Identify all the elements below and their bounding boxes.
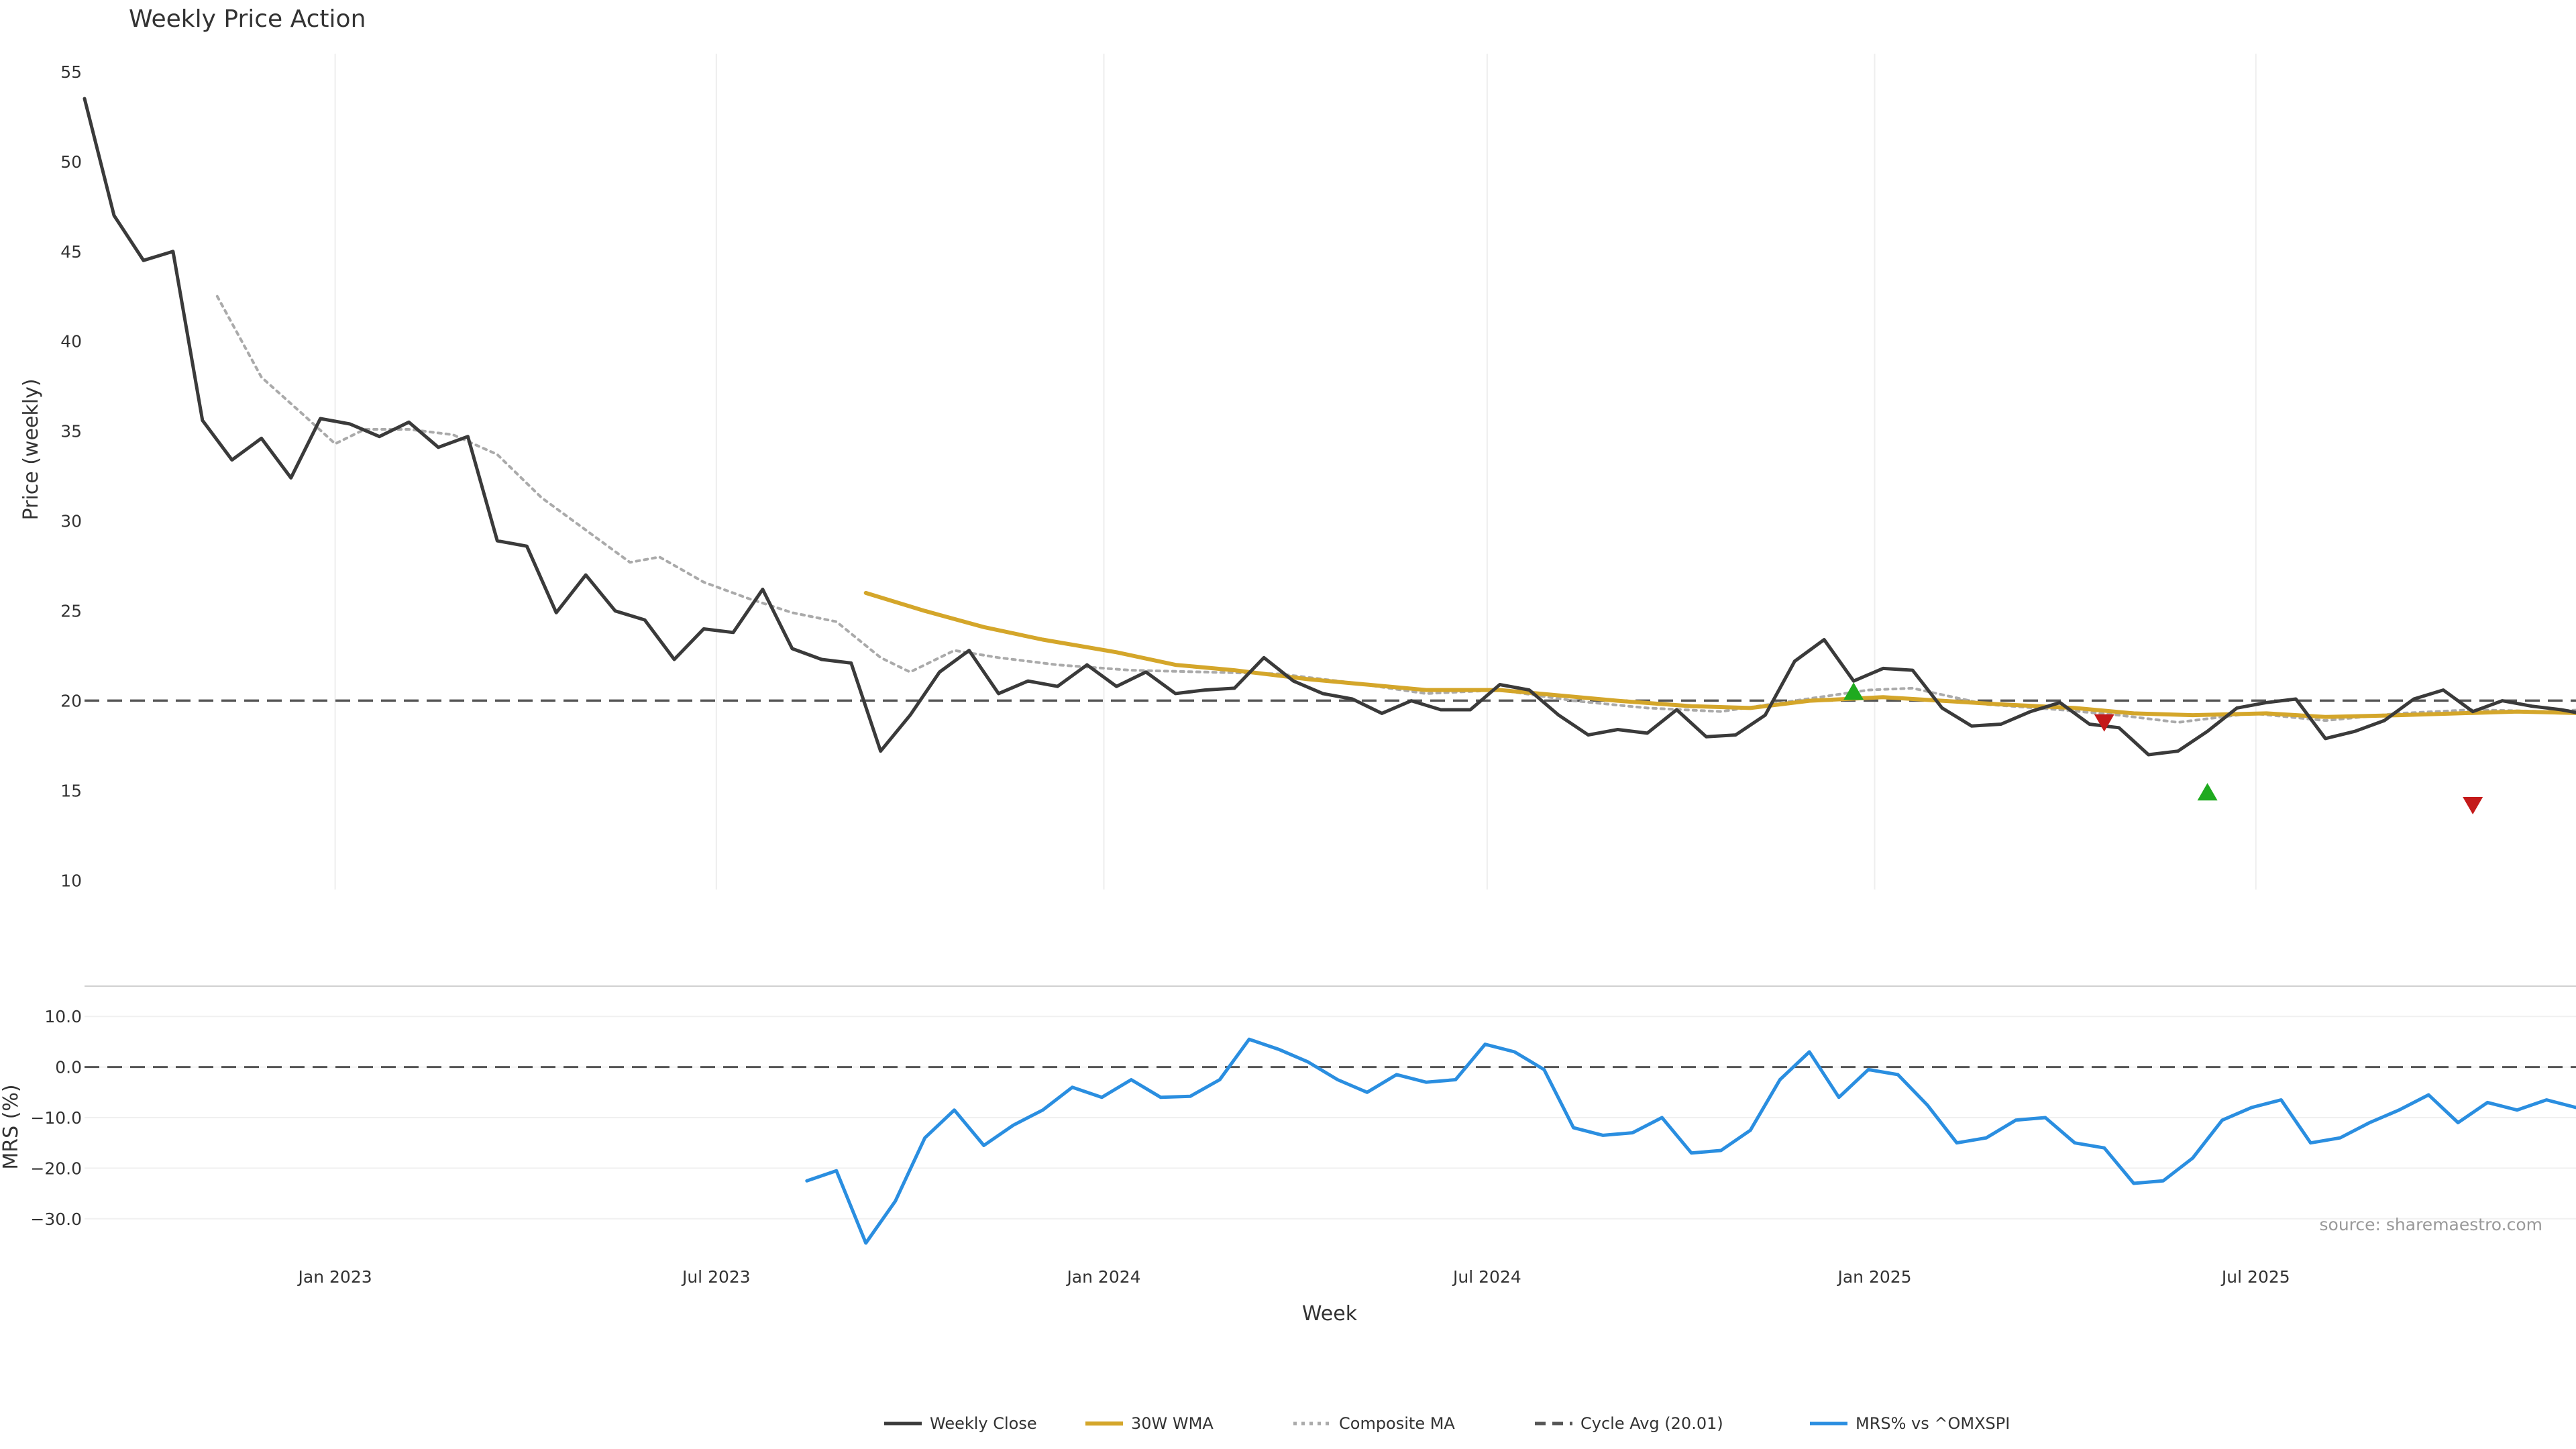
x-tick-label: Jan 2025 bbox=[1836, 1267, 1911, 1287]
chart-legend: Weekly Close 30W WMA Composite MA Cycle Avg… bbox=[884, 1414, 2010, 1433]
series-close-line bbox=[83, 97, 2576, 757]
legend-label: Cycle Avg (20.01) bbox=[1580, 1414, 1723, 1433]
source-label: source: sharemaestro.com bbox=[2320, 1215, 2543, 1234]
chart-title: Weekly Price Action bbox=[129, 5, 366, 33]
price-y-tick-label: 15 bbox=[60, 782, 82, 801]
price-axis-label: Price (weekly) bbox=[19, 378, 43, 520]
x-tick-label: Jul 2023 bbox=[681, 1267, 751, 1287]
x-tick-label: Jul 2024 bbox=[1452, 1267, 1521, 1287]
mrs-y-tick-label: −10.0 bbox=[30, 1108, 82, 1128]
x-tick-label: Jan 2023 bbox=[297, 1267, 372, 1287]
series-mrs-line bbox=[805, 1037, 2576, 1245]
price-panel: 10 15 20 25 30 35 40 45 50 55 bbox=[60, 54, 2576, 891]
legend-item-close: Weekly Close bbox=[884, 1414, 1037, 1433]
price-y-tick-label: 50 bbox=[60, 152, 82, 172]
x-axis: Jan 2023 Jul 2023 Jan 2024 Jul 2024 Jan 2025… bbox=[297, 1267, 2290, 1287]
x-tick-label: Jul 2025 bbox=[2220, 1267, 2290, 1287]
legend-item-wma: 30W WMA bbox=[1085, 1414, 1214, 1433]
sell-signal-marker bbox=[2463, 797, 2483, 815]
price-y-tick-label: 55 bbox=[60, 62, 82, 82]
x-tick-label: Jan 2024 bbox=[1065, 1267, 1140, 1287]
legend-item-cycle: Cycle Avg (20.01) bbox=[1535, 1414, 1723, 1433]
buy-signal-marker bbox=[2197, 783, 2218, 801]
mrs-axis-label: MRS (%) bbox=[0, 1084, 23, 1169]
price-y-tick-label: 20 bbox=[60, 692, 82, 711]
mrs-y-tick-label: −30.0 bbox=[30, 1210, 82, 1229]
buy-signal-marker bbox=[1843, 682, 1864, 700]
price-y-tick-label: 25 bbox=[60, 602, 82, 621]
price-y-tick-label: 10 bbox=[60, 871, 82, 891]
x-axis-label: Week bbox=[1302, 1302, 1358, 1326]
series-composite-line bbox=[215, 294, 2576, 724]
sell-signal-marker bbox=[2094, 714, 2114, 732]
legend-item-composite: Composite MA bbox=[1293, 1414, 1455, 1433]
mrs-y-tick-label: −20.0 bbox=[30, 1159, 82, 1178]
legend-label: Weekly Close bbox=[930, 1414, 1037, 1433]
price-y-tick-label: 30 bbox=[60, 512, 82, 531]
mrs-panel: −30.0 −20.0 −10.0 0.0 10.0 bbox=[30, 985, 2576, 1245]
legend-label: Composite MA bbox=[1339, 1414, 1455, 1433]
legend-label: 30W WMA bbox=[1131, 1414, 1214, 1433]
mrs-y-tick-label: 0.0 bbox=[55, 1058, 82, 1077]
legend-item-mrs: MRS% vs ^OMXSPI bbox=[1810, 1414, 2010, 1433]
price-y-tick-label: 45 bbox=[60, 242, 82, 262]
mrs-y-tick-label: 10.0 bbox=[44, 1007, 82, 1026]
price-y-tick-label: 35 bbox=[60, 422, 82, 441]
price-y-tick-label: 40 bbox=[60, 332, 82, 352]
legend-label: MRS% vs ^OMXSPI bbox=[1856, 1414, 2010, 1433]
series-wma-line bbox=[863, 590, 2576, 719]
